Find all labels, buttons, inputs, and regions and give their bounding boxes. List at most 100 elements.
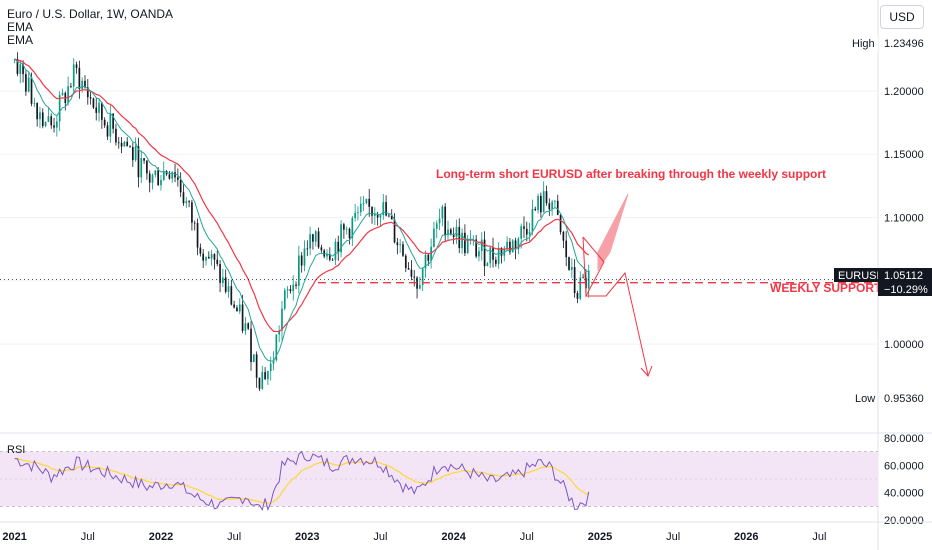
- time-tick-label: 2024: [441, 531, 466, 543]
- candle-body: [404, 255, 407, 269]
- candle-body: [466, 240, 469, 254]
- candle-body: [36, 102, 38, 120]
- candle-body: [480, 239, 483, 252]
- candle-body: [53, 125, 55, 128]
- candle-body: [452, 234, 455, 238]
- candle-body: [582, 277, 584, 279]
- candle-body: [559, 214, 562, 232]
- candle-body: [143, 158, 145, 161]
- time-tick-label: Jul: [81, 531, 95, 543]
- time-tick-label: Jul: [227, 531, 241, 543]
- candle-body: [140, 158, 143, 178]
- candle-body: [162, 170, 165, 180]
- price-tick-label: 1.15000: [884, 149, 924, 161]
- candle-body: [154, 170, 157, 175]
- candle-body: [134, 146, 137, 161]
- candle-body: [497, 247, 500, 264]
- time-axis-ticks: 2021 Jul 2022 Jul 2023 Jul 2024 Jul 2025 Jul 2026 J…: [2, 531, 826, 543]
- candle-body: [365, 198, 368, 204]
- candle-body: [210, 254, 213, 259]
- candle-body: [101, 102, 103, 120]
- candle-body: [41, 112, 44, 126]
- candle-body: [337, 241, 340, 253]
- candle-body: [579, 277, 582, 299]
- time-tick-label: Jul: [373, 531, 387, 543]
- candle-body: [382, 202, 385, 216]
- candle-body: [540, 195, 542, 213]
- candle-body: [72, 64, 75, 87]
- candle-body: [202, 253, 205, 261]
- candle-body: [306, 248, 309, 250]
- candle-body: [207, 256, 210, 259]
- indicator-ema-1[interactable]: EMA: [7, 20, 34, 34]
- candle-body: [393, 219, 396, 243]
- low-label: Low: [855, 393, 875, 405]
- candle-body: [236, 307, 238, 312]
- candle-body: [483, 239, 486, 267]
- candle-body: [475, 239, 477, 257]
- candle-body: [317, 231, 320, 248]
- rsi-tick-label: 40.0000: [884, 488, 924, 500]
- candle-body: [216, 259, 219, 264]
- indicator-ema-2[interactable]: EMA: [7, 33, 34, 47]
- candle-body: [61, 92, 64, 96]
- candle-body: [255, 354, 258, 378]
- candle-body: [267, 370, 269, 380]
- candle-body: [278, 330, 281, 335]
- candle-body: [568, 257, 570, 270]
- time-tick-label: 2022: [149, 531, 173, 543]
- candle-body: [376, 213, 379, 218]
- candle-body: [148, 173, 151, 183]
- candle-body: [458, 227, 461, 249]
- candle-body: [244, 323, 247, 331]
- candle-body: [449, 229, 452, 235]
- candle-body: [25, 74, 27, 92]
- candle-body: [281, 308, 283, 331]
- candle-body: [30, 77, 33, 104]
- candle-body: [525, 228, 528, 235]
- candle-body: [252, 354, 255, 363]
- candle-body: [16, 58, 19, 74]
- time-tick-label: Jul: [520, 531, 534, 543]
- candle-body: [199, 247, 202, 254]
- candle-body: [219, 263, 221, 283]
- candle-body: [379, 215, 382, 218]
- high-label: High: [852, 38, 875, 50]
- candle-body: [56, 121, 58, 128]
- grid: [0, 90, 878, 345]
- candle-body: [188, 201, 190, 203]
- candle-body: [419, 285, 421, 289]
- candle-body: [286, 289, 289, 291]
- candle-body: [509, 241, 511, 253]
- candle-body: [435, 223, 438, 229]
- candle-body: [250, 328, 252, 363]
- candle-body: [565, 240, 568, 258]
- price-tick-label: 1.20000: [884, 86, 924, 98]
- candle-body: [478, 251, 480, 257]
- candles: [13, 52, 590, 392]
- candle-body: [500, 247, 503, 256]
- candle-body: [264, 371, 266, 380]
- time-tick-label: 2025: [588, 531, 612, 543]
- candle-body: [303, 248, 306, 266]
- candle-body: [174, 172, 176, 178]
- candle-body: [137, 146, 140, 178]
- candle-body: [146, 160, 148, 174]
- candle-body: [334, 241, 337, 260]
- candle-body: [388, 215, 390, 217]
- candle-body: [455, 227, 458, 238]
- symbol-label: EURUSD: [838, 270, 885, 282]
- candle-body: [396, 242, 399, 246]
- candle-body: [551, 201, 553, 210]
- rsi-pane-label[interactable]: RSI: [7, 444, 26, 456]
- currency-button[interactable]: USD: [880, 5, 924, 29]
- candle-body: [179, 179, 182, 193]
- pointer-arrow: [597, 193, 629, 272]
- candle-body: [292, 284, 295, 292]
- candle-body: [359, 203, 362, 213]
- candle-body: [511, 240, 514, 253]
- candle-body: [517, 238, 520, 250]
- candle-body: [120, 142, 123, 147]
- time-tick-label: 2026: [734, 531, 758, 543]
- candle-body: [340, 224, 342, 253]
